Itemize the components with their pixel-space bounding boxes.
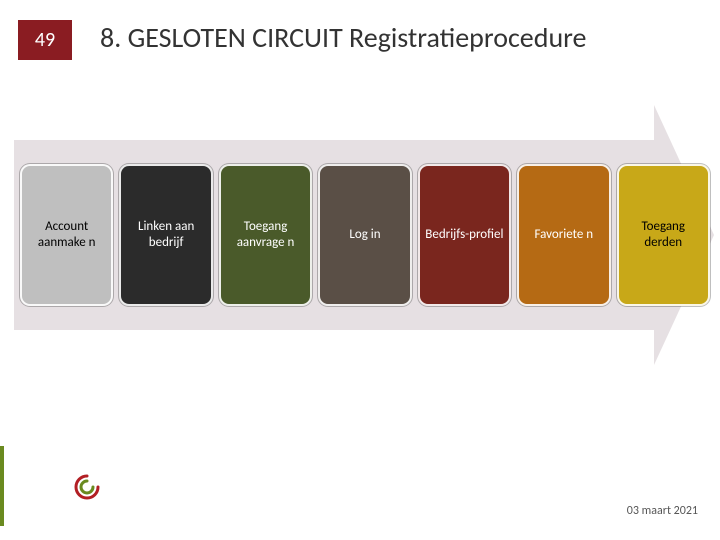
- step-log-in: Log in: [318, 164, 411, 306]
- step-toegang-derden: Toegang derden: [617, 164, 710, 306]
- company-logo-icon: [72, 472, 102, 502]
- slide: 49 8. GESLOTEN CIRCUIT Registratieproced…: [0, 0, 720, 540]
- step-label: Toegang aanvrage n: [225, 219, 306, 252]
- step-label: Bedrijfs-profiel: [425, 227, 503, 243]
- step-label: Account aanmake n: [26, 219, 107, 252]
- process-steps: Account aanmake n Linken aan bedrijf Toe…: [20, 164, 710, 306]
- step-toegang-aanvragen: Toegang aanvrage n: [219, 164, 312, 306]
- page-number-badge: 49: [18, 20, 72, 60]
- step-linken-bedrijf: Linken aan bedrijf: [119, 164, 212, 306]
- step-bedrijfsprofiel: Bedrijfs-profiel: [418, 164, 511, 306]
- step-favorieten: Favoriete n: [517, 164, 610, 306]
- step-label: Log in: [349, 227, 380, 243]
- step-label: Favoriete n: [535, 227, 594, 243]
- step-label: Linken aan bedrijf: [125, 219, 206, 252]
- slide-date: 03 maart 2021: [627, 504, 698, 518]
- step-label: Toegang derden: [623, 219, 704, 252]
- page-number: 49: [35, 28, 55, 52]
- step-account-aanmaken: Account aanmake n: [20, 164, 113, 306]
- slide-title: 8. GESLOTEN CIRCUIT Registratieprocedure: [100, 22, 587, 54]
- accent-bar: [0, 446, 4, 526]
